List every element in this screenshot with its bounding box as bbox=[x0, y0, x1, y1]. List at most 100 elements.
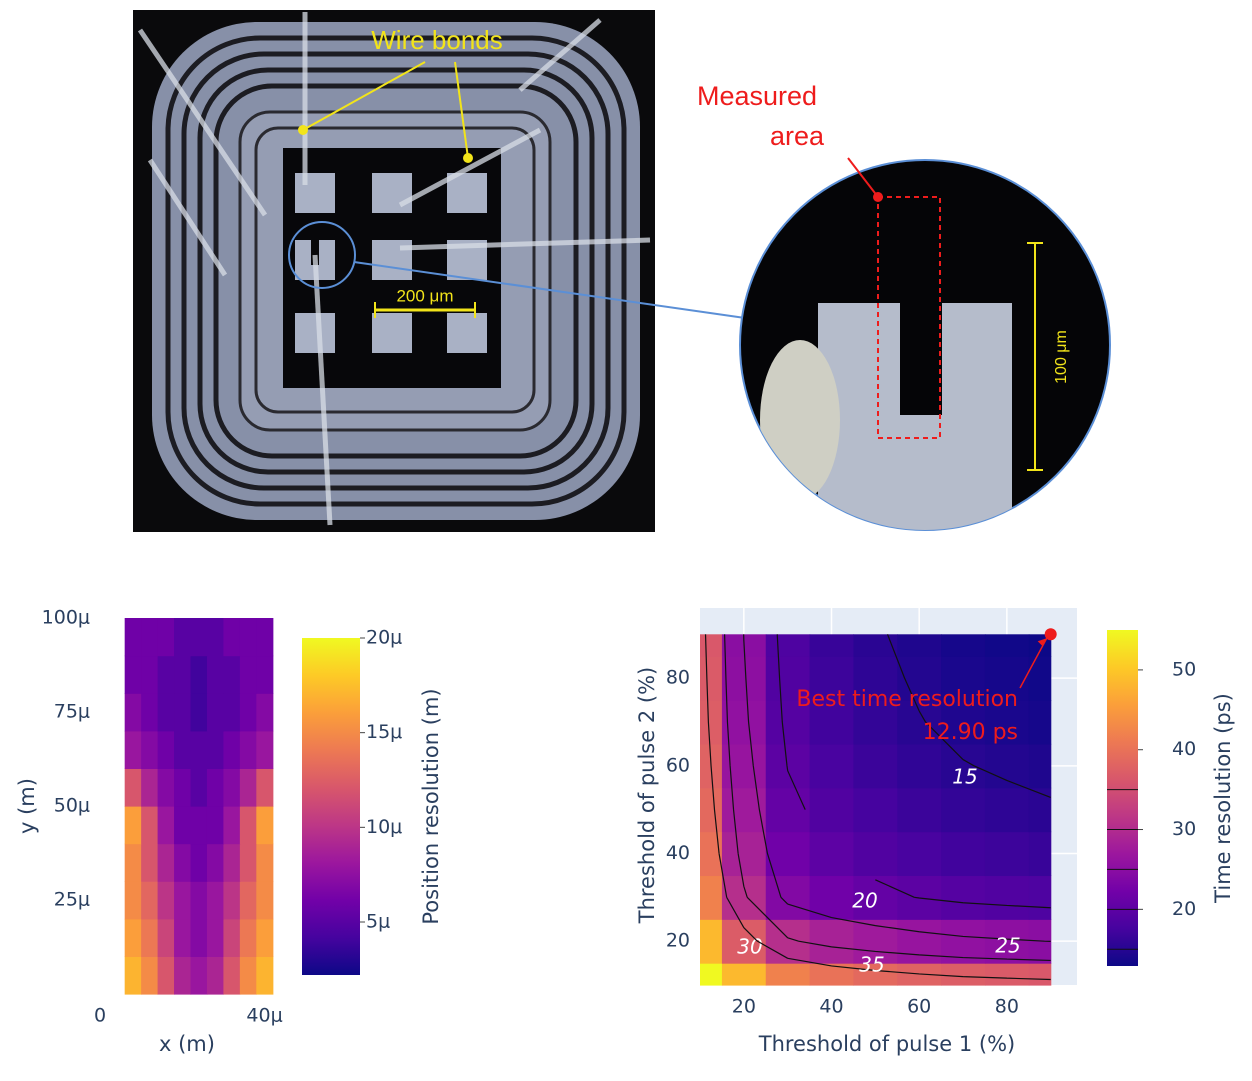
heatmap-cell bbox=[240, 956, 257, 994]
heatmap-cell bbox=[941, 832, 985, 876]
heatmap-cell bbox=[191, 806, 208, 844]
heatmap-cell bbox=[985, 832, 1029, 876]
heatmap-cell bbox=[223, 956, 240, 994]
heatmap-cell bbox=[897, 832, 941, 876]
heatmap-cell bbox=[141, 806, 158, 844]
heatmap-cell bbox=[223, 844, 240, 882]
heatmap-cell bbox=[240, 806, 257, 844]
heatmap-cell bbox=[985, 788, 1029, 832]
heatmap-cell bbox=[700, 656, 723, 700]
heatmap-cell bbox=[207, 693, 224, 731]
heatmap-cell bbox=[207, 731, 224, 769]
heatmap-cell bbox=[158, 618, 175, 656]
heatmap-cell bbox=[207, 956, 224, 994]
heatmap-cell bbox=[700, 634, 723, 657]
heatmap-cell bbox=[897, 744, 941, 788]
heatmap-cell bbox=[125, 881, 142, 919]
colorbar-tick-label: 20μ bbox=[366, 627, 402, 649]
heatmap-cell bbox=[174, 656, 191, 694]
colorbar-tick-label: 20 bbox=[1172, 898, 1196, 920]
heatmap-cell bbox=[174, 956, 191, 994]
heatmap-cell bbox=[125, 731, 142, 769]
heatmap-cell bbox=[766, 875, 810, 919]
heatmap-cell bbox=[941, 963, 985, 986]
heatmap-cell bbox=[191, 618, 208, 656]
heatmap-cell bbox=[125, 693, 142, 731]
heatmap-cell bbox=[256, 956, 273, 994]
heatmap-cell bbox=[853, 788, 897, 832]
heatmap-cell bbox=[240, 768, 257, 806]
heatmap-cell bbox=[223, 693, 240, 731]
heatmap-cell bbox=[141, 693, 158, 731]
heatmap-cell bbox=[700, 963, 723, 986]
heatmap-cell bbox=[985, 744, 1029, 788]
heatmap-cell bbox=[125, 956, 142, 994]
x-axis-title: Threshold of pulse 1 (%) bbox=[758, 1032, 1015, 1056]
heatmap-cell bbox=[158, 656, 175, 694]
heatmap-cell bbox=[141, 731, 158, 769]
heatmap-cell bbox=[700, 788, 723, 832]
colorbar-tick-label: 15μ bbox=[366, 721, 402, 743]
heatmap-cell bbox=[158, 844, 175, 882]
heatmap-cell bbox=[158, 956, 175, 994]
heatmap-cell bbox=[240, 618, 257, 656]
heatmap-cell bbox=[223, 881, 240, 919]
heatmap-cell bbox=[853, 832, 897, 876]
heatmap-cell bbox=[174, 844, 191, 882]
annotation-value: 12.90 ps bbox=[923, 720, 1018, 745]
heatmap-cell bbox=[174, 618, 191, 656]
contour-label: 30 bbox=[737, 935, 762, 959]
heatmap-cell bbox=[700, 875, 723, 919]
x-axis-title: x (m) bbox=[159, 1032, 215, 1056]
heatmap-cell bbox=[722, 832, 766, 876]
y-tick-label: 50μ bbox=[54, 795, 90, 817]
heatmap-cell bbox=[141, 956, 158, 994]
heatmap-cell bbox=[766, 744, 810, 788]
best-point bbox=[1045, 628, 1057, 640]
heatmap-cell bbox=[941, 875, 985, 919]
heatmap-cell bbox=[207, 806, 224, 844]
heatmap-cell bbox=[1029, 700, 1052, 744]
heatmap-cell bbox=[1029, 656, 1052, 700]
heatmap-cell bbox=[125, 844, 142, 882]
heatmap-cell bbox=[766, 634, 810, 657]
heatmap-cell bbox=[722, 744, 766, 788]
heatmap-cell bbox=[722, 963, 766, 986]
heatmap-cell bbox=[158, 806, 175, 844]
heatmap-cell bbox=[766, 963, 810, 986]
contour-label: 25 bbox=[995, 934, 1020, 958]
heatmap-cell bbox=[700, 700, 723, 744]
heatmap-cell bbox=[191, 881, 208, 919]
heatmap-cell bbox=[985, 963, 1029, 986]
heatmap-cell bbox=[240, 731, 257, 769]
x-tick-label: 20 bbox=[732, 996, 756, 1018]
y-tick-label: 25μ bbox=[54, 889, 90, 911]
heatmap-cell bbox=[1029, 744, 1052, 788]
heatmap-cell bbox=[125, 919, 142, 957]
heatmap-cell bbox=[256, 731, 273, 769]
chip-photo: Wire bonds 200 μm 100 μm Measured area bbox=[133, 10, 1110, 540]
heatmap-cell bbox=[985, 634, 1029, 657]
heatmap-cell bbox=[141, 881, 158, 919]
y-tick-label: 40 bbox=[666, 842, 690, 864]
figure: Wire bonds 200 μm 100 μm Measured area 0… bbox=[0, 0, 1252, 1076]
x-tick-label: 80 bbox=[995, 996, 1019, 1018]
heatmap-cell bbox=[191, 693, 208, 731]
heatmap-cell bbox=[256, 618, 273, 656]
heatmap-cell bbox=[810, 744, 854, 788]
measured-area-label: Measured bbox=[697, 81, 817, 111]
heatmap-cell bbox=[223, 919, 240, 957]
measured-area-label: area bbox=[770, 121, 825, 151]
colorbar-tick-label: 30 bbox=[1172, 818, 1196, 840]
heatmap-cell bbox=[141, 919, 158, 957]
heatmap-cell bbox=[853, 634, 897, 657]
y-tick-label: 80 bbox=[666, 667, 690, 689]
heatmap-cell bbox=[174, 693, 191, 731]
heatmap-cell bbox=[256, 693, 273, 731]
annotation: Best time resolution bbox=[796, 687, 1018, 712]
colorbar-title: Position resolution (m) bbox=[419, 688, 443, 924]
heatmap-cell bbox=[158, 768, 175, 806]
heatmap-cell bbox=[158, 881, 175, 919]
heatmap-cell bbox=[174, 919, 191, 957]
heatmap-cell bbox=[125, 806, 142, 844]
